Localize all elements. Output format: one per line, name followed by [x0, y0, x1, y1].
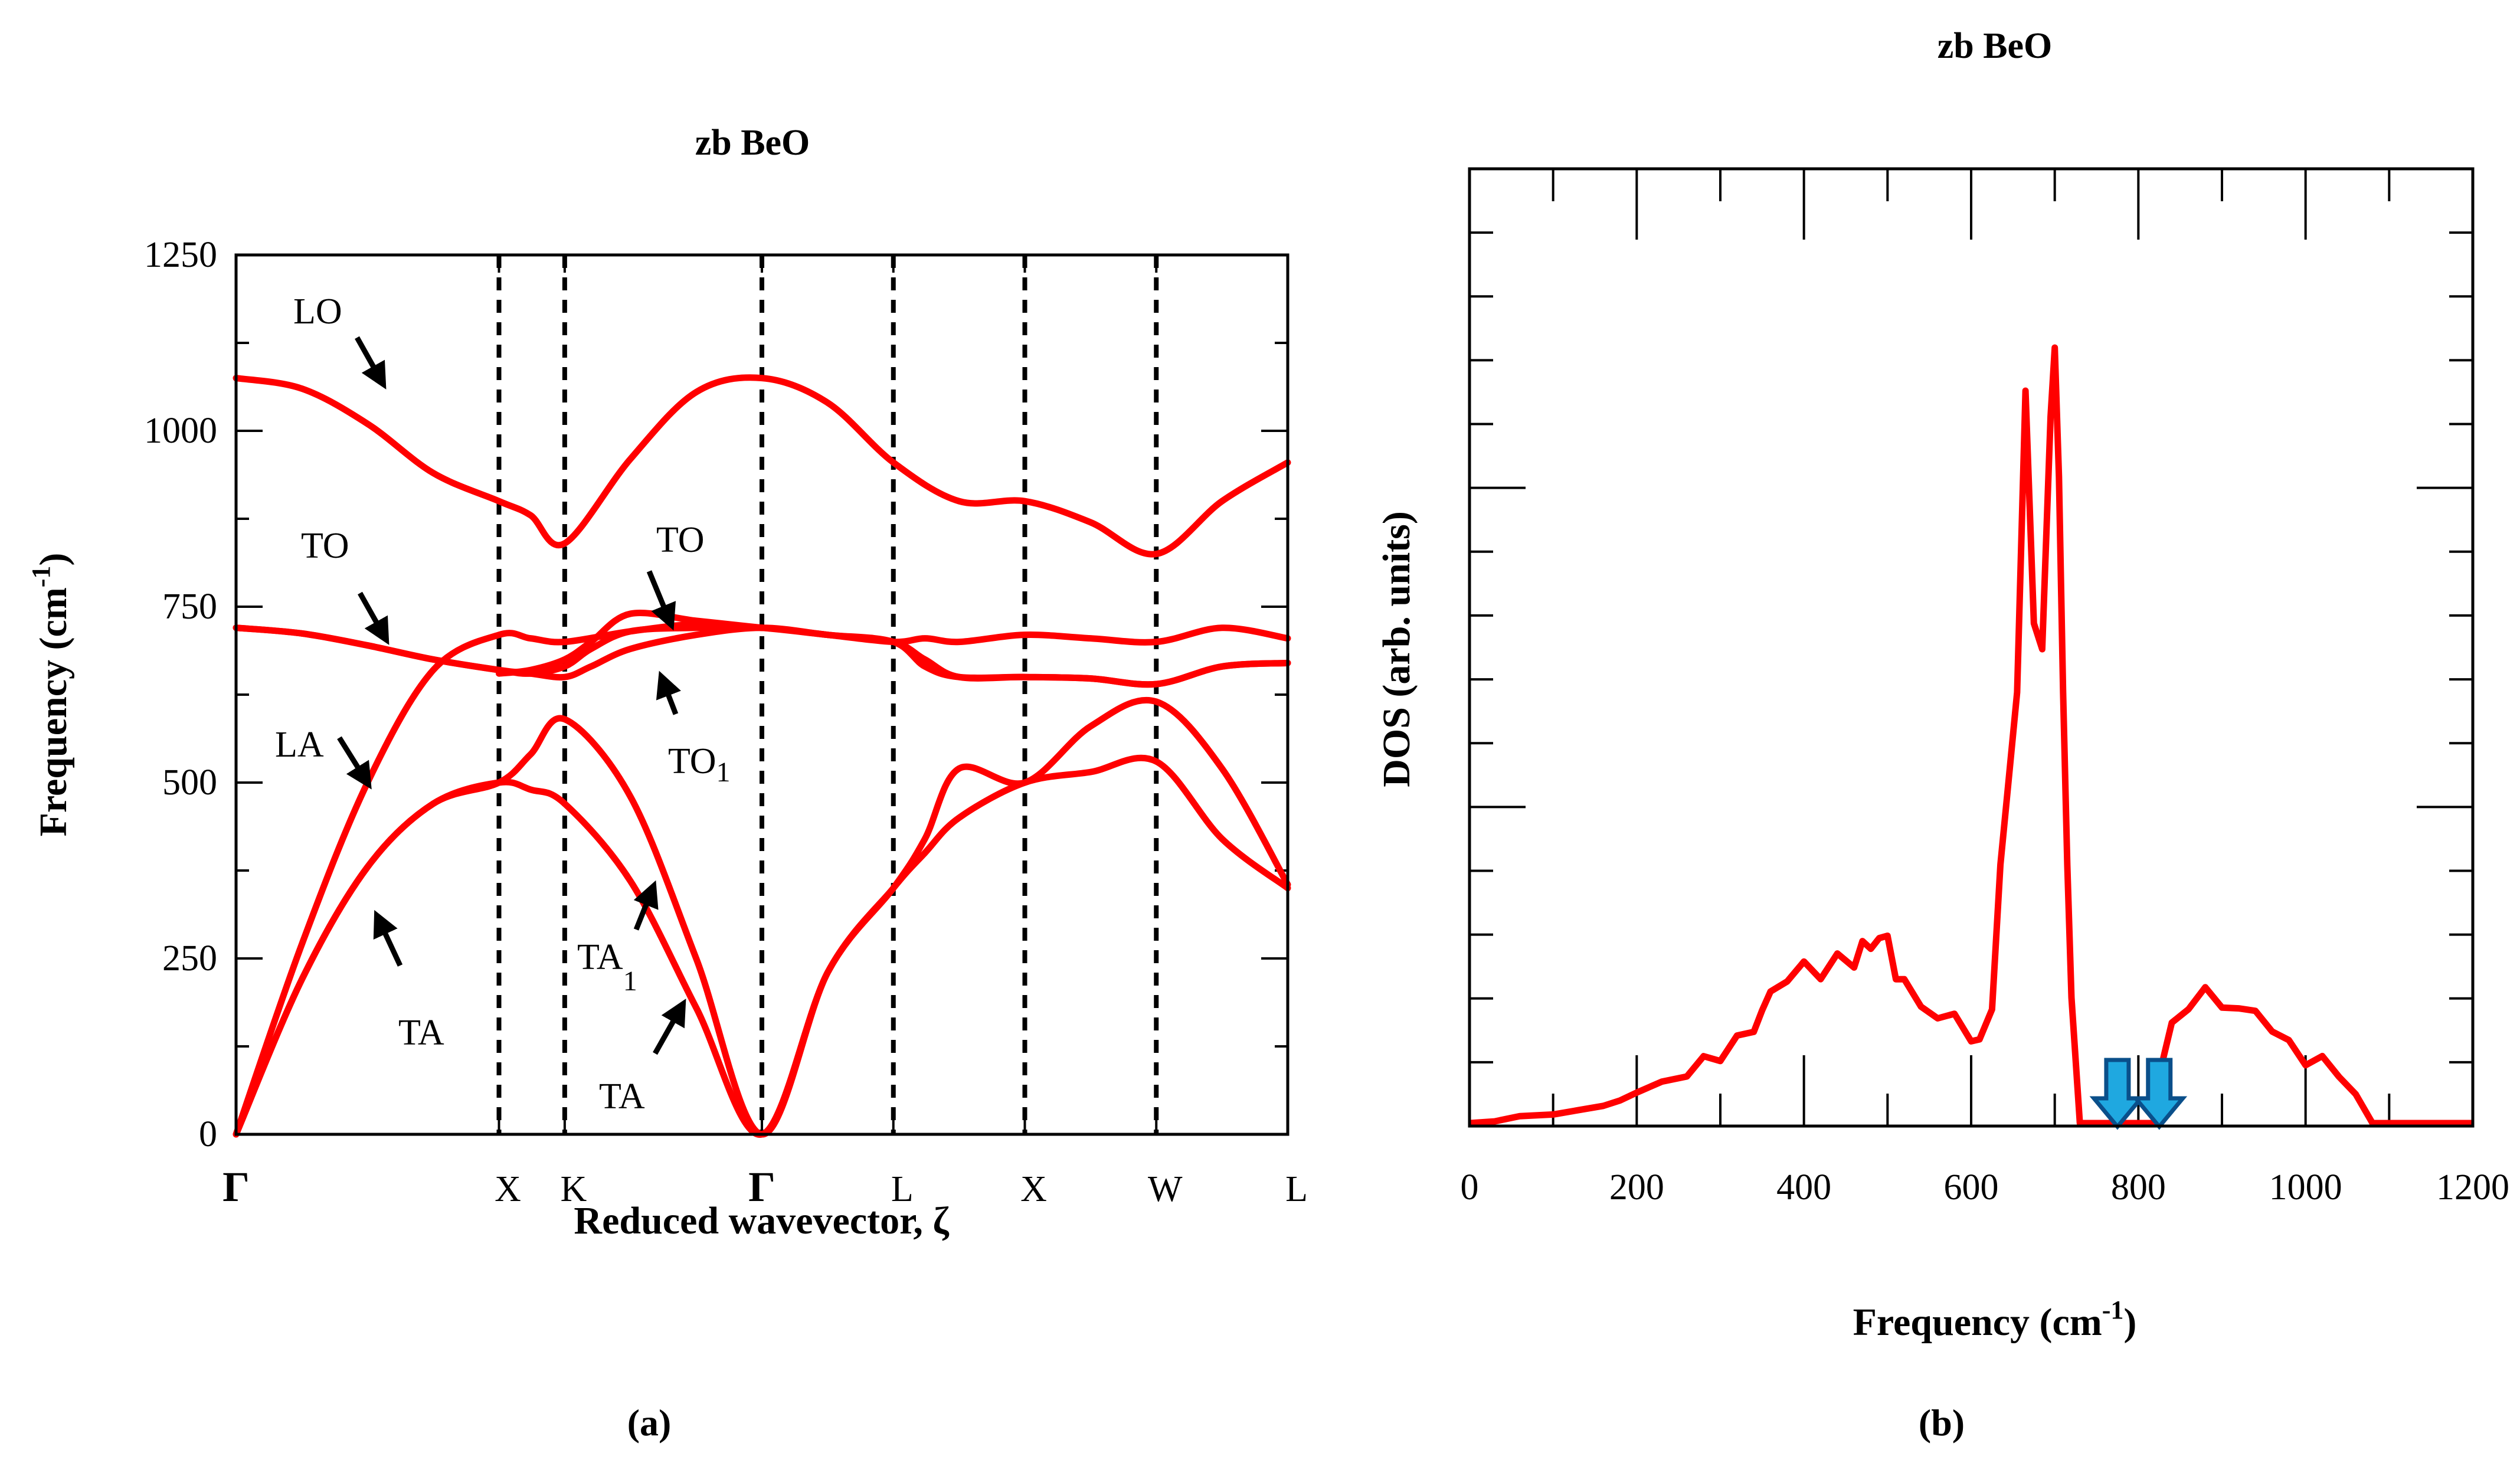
y-tick-label: 250	[162, 938, 217, 979]
label-to-left: TO	[301, 526, 349, 566]
dos-curve-group	[1469, 344, 2473, 1127]
arrow-ta-left	[373, 909, 403, 967]
dos-panel: zb BeO 0 200 400 600 800 1000 1200 DOS (arb. u…	[1375, 26, 2509, 1444]
branch-annotations: LO TO TO LA TO1 TA1 TA TA	[275, 292, 731, 1117]
dos-plot-frame	[1468, 167, 2475, 1128]
dos-x-axis-label: Frequency (cm-1)	[1853, 1295, 2137, 1344]
dispersion-curves	[233, 374, 1291, 1138]
x-tick-label: 1000	[2269, 1167, 2342, 1208]
dispersion-branch-to-upper	[233, 624, 1291, 688]
label-lo: LO	[293, 292, 342, 332]
y-tick-label: 1000	[144, 411, 217, 451]
high-symmetry-label: W	[1148, 1169, 1183, 1209]
arrow-la	[337, 736, 372, 790]
dispersion-plot-frame	[234, 253, 1290, 1136]
high-symmetry-label: Γ	[748, 1163, 775, 1210]
caption-a: (a)	[627, 1402, 672, 1444]
y-tick-label: 750	[162, 587, 217, 627]
label-to1: TO1	[668, 741, 731, 788]
x-tick-label: 1200	[2436, 1167, 2509, 1208]
high-symmetry-label: K	[560, 1169, 587, 1209]
x-tick-label: 400	[1776, 1167, 1831, 1208]
dispersion-branch-lo	[233, 374, 1291, 558]
high-symmetry-label: L	[1285, 1169, 1308, 1209]
high-symmetry-lines	[496, 255, 1159, 1134]
dos-title: zb BeO	[1938, 26, 2053, 66]
x-tick-label: 200	[1609, 1167, 1664, 1208]
arrow-ta-right	[653, 999, 686, 1055]
caption-b: (b)	[1919, 1402, 1965, 1444]
x-tick-label: 0	[1461, 1167, 1479, 1208]
dispersion-title: zb BeO	[695, 123, 810, 163]
arrow-to-right	[646, 570, 676, 631]
dispersion-y-tick-labels: 0 250 500 750 1000 1250	[144, 235, 217, 1154]
arrow-lo	[355, 336, 387, 390]
dos-ticks	[1468, 169, 2474, 1126]
label-ta-left: TA	[398, 1013, 444, 1053]
label-to-right: TO	[656, 520, 705, 560]
y-tick-label: 1250	[144, 235, 217, 275]
arrow-to1	[656, 670, 681, 715]
high-symmetry-label: X	[495, 1169, 521, 1209]
dos-curve	[1469, 344, 2473, 1127]
label-ta-right: TA	[599, 1076, 645, 1117]
high-symmetry-label: L	[891, 1169, 914, 1209]
arrow-to-left	[358, 591, 390, 645]
arrow-ta1	[633, 880, 659, 931]
high-symmetry-label: X	[1020, 1169, 1047, 1209]
down-arrow-icon	[2131, 1058, 2188, 1130]
y-tick-label: 500	[162, 763, 217, 803]
dispersion-x-axis-label: Reduced wavevector, ζ	[574, 1199, 949, 1242]
x-tick-label: 800	[2111, 1167, 2166, 1208]
y-tick-label: 0	[199, 1114, 217, 1154]
dispersion-y-axis-label: Frequency (cm-1)	[27, 553, 75, 837]
label-ta1: TA1	[577, 937, 637, 997]
down-arrow-icon	[2089, 1058, 2146, 1130]
high-symmetry-label: Γ	[222, 1163, 250, 1210]
dispersion-branch-ta	[233, 754, 1291, 1138]
label-la: LA	[275, 725, 324, 765]
x-tick-label: 600	[1944, 1167, 1999, 1208]
dos-y-axis-label: DOS (arb. units)	[1375, 511, 1418, 787]
dos-x-tick-labels: 0 200 400 600 800 1000 1200	[1461, 1167, 2510, 1208]
dos-markers	[2089, 1058, 2188, 1130]
